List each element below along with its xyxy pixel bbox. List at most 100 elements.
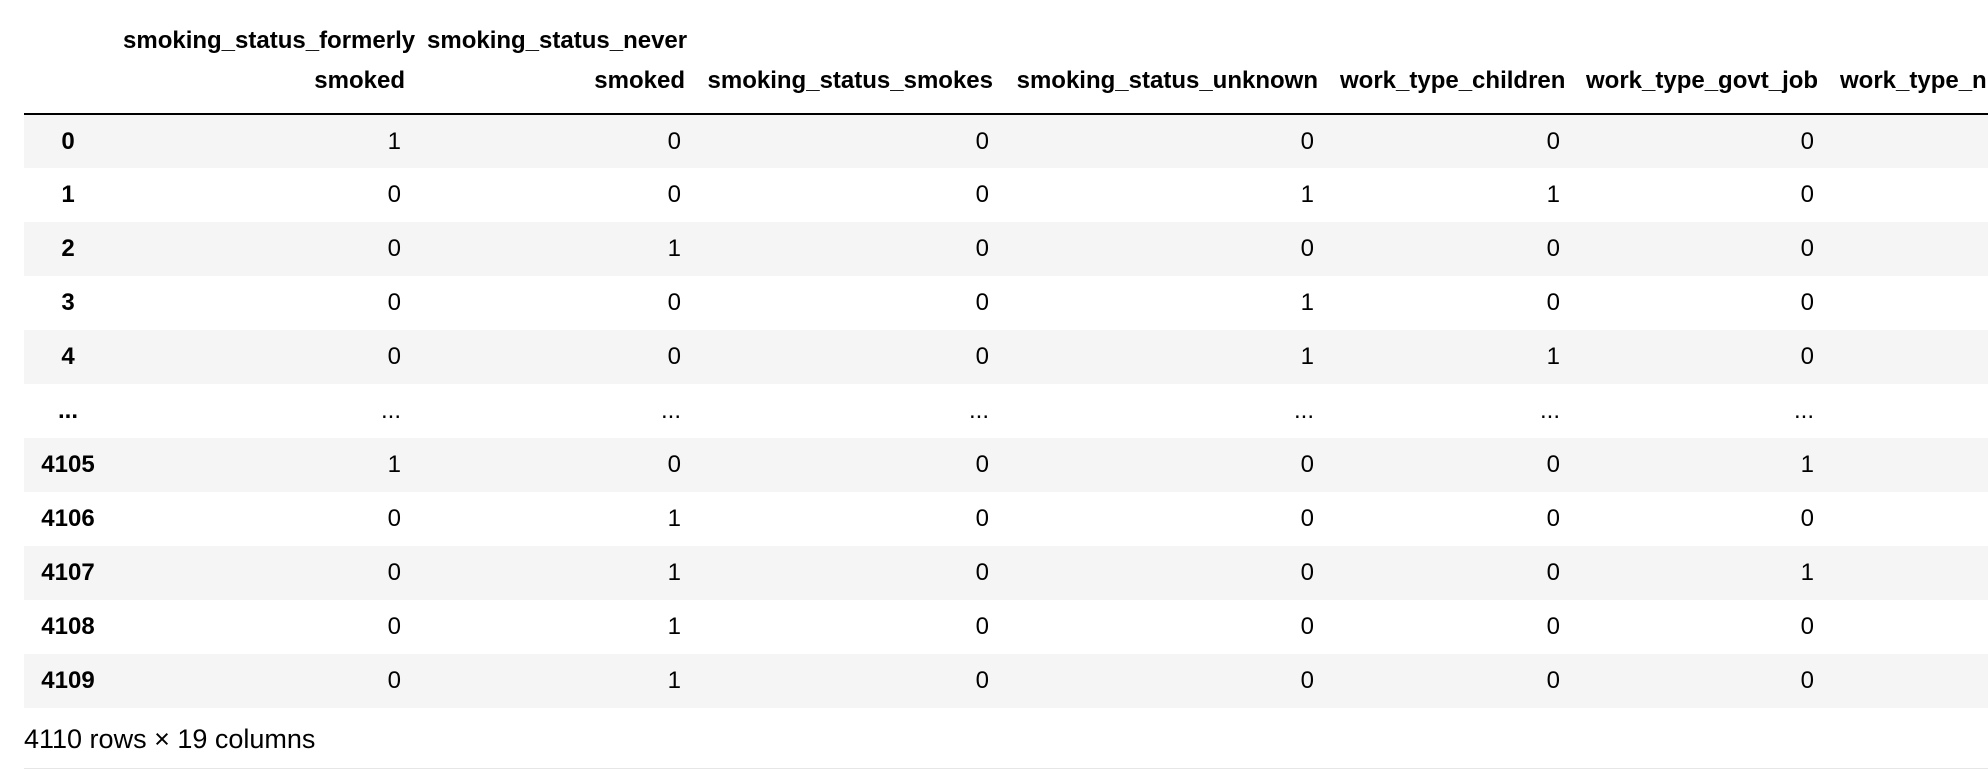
cell-value: 0: [667, 451, 681, 478]
table-cell: 1: [416, 546, 696, 600]
cell-value: 0: [1800, 289, 1814, 316]
cell-value: 0: [387, 559, 401, 586]
table-row: 4106 0 1 0 0 0 0: [24, 492, 1988, 546]
row-index-label: 4109: [41, 667, 95, 694]
notebook-output-area: smoking_status_formerly smoked smoking_s…: [24, 0, 1988, 770]
column-header: smoking_status_unknown: [1004, 0, 1329, 115]
table-cell: 0: [1575, 654, 1829, 708]
table-row: 4107 0 1 0 0 0 1: [24, 546, 1988, 600]
table-cell: 0: [1004, 222, 1329, 276]
table-cell: [1829, 114, 1988, 168]
table-cell: 0: [112, 546, 416, 600]
table-cell: 0: [696, 546, 1004, 600]
table-cell: 0: [1575, 114, 1829, 168]
cell-value: 1: [667, 559, 681, 586]
table-cell: 0: [696, 276, 1004, 330]
table-row: 0 1 0 0 0 0 0: [24, 114, 1988, 168]
cell-value: 0: [1546, 559, 1560, 586]
table-cell: 0: [112, 600, 416, 654]
table-cell: [1829, 276, 1988, 330]
cell-value: 0: [387, 289, 401, 316]
table-cell: [1829, 600, 1988, 654]
table-cell: 0: [696, 114, 1004, 168]
cell-value: 0: [1300, 613, 1314, 640]
column-header: work_type_govt_job: [1575, 0, 1829, 115]
table-row: 4 0 0 0 1 1 0: [24, 330, 1988, 384]
table-cell: 0: [112, 654, 416, 708]
table-row: 3 0 0 0 1 0 0: [24, 276, 1988, 330]
table-header: smoking_status_formerly smoked smoking_s…: [24, 0, 1988, 115]
table-cell: 1: [112, 114, 416, 168]
cell-value: 0: [1546, 235, 1560, 262]
table-cell: 0: [696, 438, 1004, 492]
table-cell: 0: [416, 168, 696, 222]
table-cell: ...: [1004, 384, 1329, 438]
table-cell: 0: [1329, 546, 1575, 600]
table-cell: 0: [1004, 492, 1329, 546]
table-cell: 1: [416, 654, 696, 708]
cell-value: 0: [1800, 667, 1814, 694]
table-cell: 0: [696, 600, 1004, 654]
cell-value: 0: [1300, 451, 1314, 478]
cell-value: 0: [667, 181, 681, 208]
table-cell: [1829, 222, 1988, 276]
table-cell: ...: [112, 384, 416, 438]
dataframe-table: smoking_status_formerly smoked smoking_s…: [24, 0, 1988, 708]
cell-value: ...: [660, 397, 681, 424]
table-row: 2 0 1 0 0 0 0: [24, 222, 1988, 276]
table-cell: 1: [1329, 168, 1575, 222]
cell-value: 0: [667, 289, 681, 316]
table-cell: 1: [1004, 330, 1329, 384]
table-row: 4105 1 0 0 0 0 1: [24, 438, 1988, 492]
cell-value: 0: [1300, 667, 1314, 694]
table-cell: 0: [1329, 276, 1575, 330]
row-index-label: 1: [61, 181, 75, 208]
table-cell: ...: [696, 384, 1004, 438]
cell-value: 1: [1300, 289, 1314, 316]
table-cell: 0: [1329, 222, 1575, 276]
cell-value: 0: [975, 613, 989, 640]
table-cell: 0: [1329, 438, 1575, 492]
cell-value: 0: [1300, 505, 1314, 532]
cell-value: 1: [1546, 343, 1560, 370]
cell-value: 0: [1546, 505, 1560, 532]
table-cell: 1: [416, 600, 696, 654]
table-cell: 0: [416, 438, 696, 492]
cell-value: 0: [1800, 343, 1814, 370]
column-header: smoking_status_formerly smoked: [112, 0, 416, 115]
table-cell: 0: [1575, 330, 1829, 384]
cell-value: 0: [1800, 127, 1814, 155]
table-row: 4108 0 1 0 0 0 0: [24, 600, 1988, 654]
table-cell: ...: [1329, 384, 1575, 438]
table-cell: ...: [416, 384, 696, 438]
table-cell: 0: [112, 168, 416, 222]
table-cell: [1829, 546, 1988, 600]
cell-value: 1: [1300, 343, 1314, 370]
row-index-label: 4: [61, 343, 75, 370]
column-header: work_type_children: [1329, 0, 1575, 115]
row-index-label: 4108: [41, 613, 95, 640]
cell-value: 0: [975, 289, 989, 316]
table-cell: 0: [696, 492, 1004, 546]
table-row: 4109 0 1 0 0 0 0: [24, 654, 1988, 708]
table-cell: ...: [1575, 384, 1829, 438]
output-bottom-divider: [24, 768, 1988, 769]
cell-value: 0: [1546, 613, 1560, 640]
table-cell: 0: [1004, 654, 1329, 708]
cell-value: 0: [387, 667, 401, 694]
table-cell: 0: [1004, 546, 1329, 600]
table-cell: 0: [1004, 438, 1329, 492]
cell-value: 1: [1800, 559, 1814, 586]
table-cell: 0: [416, 114, 696, 168]
cell-value: ...: [380, 397, 401, 424]
table-body: 0 1 0 0 0 0 0 1 0 0 0 1 1 0 2 0 1 0 0 0 0 3 0 0 0 1 0 0 4 0 0 0 1 1 0.....…: [24, 114, 1988, 708]
cell-value: ...: [1793, 397, 1814, 424]
table-cell: 0: [1004, 600, 1329, 654]
cell-value: 1: [667, 667, 681, 694]
table-cell: 0: [416, 330, 696, 384]
table-cell: 1: [416, 492, 696, 546]
table-cell: [1829, 438, 1988, 492]
cell-value: 1: [667, 235, 681, 262]
cell-value: ...: [968, 397, 989, 424]
row-index-label: 4105: [41, 451, 95, 478]
